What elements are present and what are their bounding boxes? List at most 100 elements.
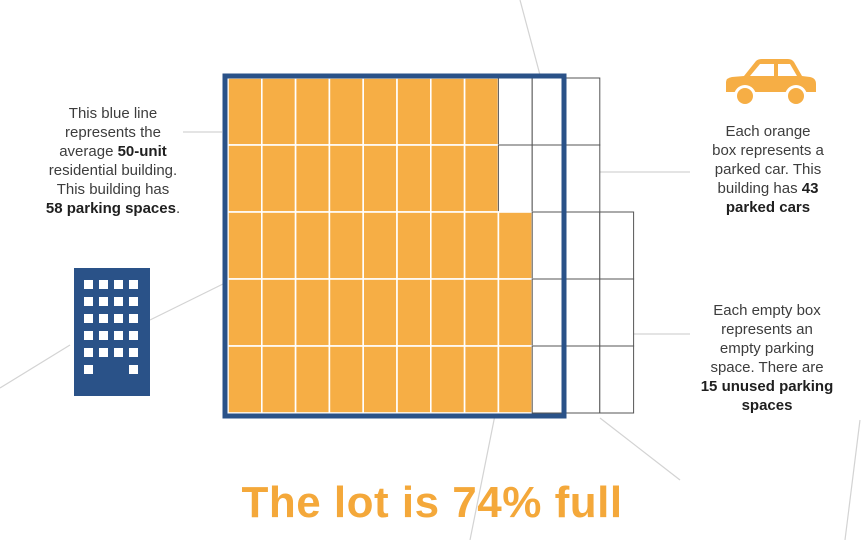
note-bold-text: 43 xyxy=(801,180,819,197)
parked-car-box xyxy=(362,211,398,280)
parked-car-box xyxy=(396,77,432,146)
building-window xyxy=(84,314,93,323)
note-text: building has xyxy=(717,180,802,197)
parked-car-box xyxy=(362,345,398,414)
empty-box-note: Each empty box represents an empty parki… xyxy=(672,301,862,415)
empty-space-box xyxy=(531,211,567,280)
building-window xyxy=(84,280,93,289)
building-window xyxy=(84,331,93,340)
bg-line xyxy=(599,417,681,481)
blue-line-note: This blue line represents the average 50… xyxy=(18,104,208,218)
note-line: box represents a xyxy=(712,142,824,159)
parked-car-box xyxy=(362,77,398,146)
parked-car-box xyxy=(260,345,297,414)
empty-space-box xyxy=(565,211,601,280)
note-bold-text: spaces xyxy=(741,397,793,414)
building-window xyxy=(129,297,138,306)
building-window xyxy=(99,280,108,289)
parked-car-box xyxy=(294,77,331,146)
building-window xyxy=(129,365,138,374)
building-window xyxy=(99,297,108,306)
parked-car-box xyxy=(294,345,331,414)
parked-car-box xyxy=(260,211,297,280)
empty-space-box xyxy=(599,211,635,280)
parked-car-box xyxy=(497,211,533,280)
building-window xyxy=(114,280,123,289)
parked-car-box xyxy=(328,345,364,414)
parked-car-box xyxy=(227,345,263,414)
parked-car-box xyxy=(294,144,331,213)
parked-car-box xyxy=(328,211,364,280)
parked-car-box xyxy=(463,144,500,213)
note-line: spaces xyxy=(672,396,862,415)
parked-car-box xyxy=(429,77,466,146)
parked-car-box xyxy=(396,278,432,347)
building-window xyxy=(114,297,123,306)
parked-car-box xyxy=(362,278,398,347)
orange-box-note: Each orange box represents a parked car.… xyxy=(678,122,858,217)
blue-building-outline xyxy=(222,73,567,419)
note-bold-text: 58 parking spaces xyxy=(45,200,176,217)
building-window xyxy=(84,297,93,306)
note-line: building has 43 xyxy=(678,179,858,198)
building-window xyxy=(114,331,123,340)
parked-car-box xyxy=(294,211,331,280)
empty-space-box xyxy=(497,77,533,146)
note-bold-text: 50-unit xyxy=(117,143,167,160)
parked-car-box xyxy=(429,211,466,280)
empty-space-box xyxy=(531,144,567,213)
note-bold-text: 15 unused parking xyxy=(700,378,834,395)
parked-car-box xyxy=(294,278,331,347)
empty-space-box xyxy=(599,345,635,414)
building-window xyxy=(99,314,108,323)
parked-car-box xyxy=(260,278,297,347)
empty-space-box xyxy=(565,278,601,347)
parked-car-box xyxy=(429,345,466,414)
parked-car-box xyxy=(396,211,432,280)
note-line: parked cars xyxy=(678,198,858,217)
apartment-building-icon xyxy=(74,268,150,396)
car-icon xyxy=(726,59,816,107)
note-text: . xyxy=(175,200,181,217)
parking-cells xyxy=(227,77,635,414)
building-window xyxy=(129,348,138,357)
empty-space-box xyxy=(565,77,601,146)
note-line: 58 parking spaces. xyxy=(18,199,208,218)
note-line: represents an xyxy=(721,321,813,338)
parked-car-box xyxy=(463,278,500,347)
parked-car-box xyxy=(497,278,533,347)
parked-car-box xyxy=(497,345,533,414)
parked-car-box xyxy=(396,144,432,213)
bg-line xyxy=(0,344,71,389)
note-line: This building has xyxy=(56,181,170,198)
parked-car-box xyxy=(463,211,500,280)
parked-car-box xyxy=(362,144,398,213)
parked-car-box xyxy=(463,345,500,414)
parked-car-box xyxy=(429,144,466,213)
parked-car-box xyxy=(396,345,432,414)
note-line: parked car. This xyxy=(714,161,822,178)
parked-car-box xyxy=(328,77,364,146)
parked-car-box xyxy=(328,278,364,347)
note-line: space. There are xyxy=(710,359,824,376)
building-window xyxy=(84,365,93,374)
note-line: Each orange xyxy=(725,123,811,140)
bg-line xyxy=(844,419,861,540)
empty-space-box xyxy=(599,278,635,347)
bg-line xyxy=(149,282,226,321)
parked-car-box xyxy=(463,77,500,146)
note-line: Each empty box xyxy=(713,302,821,319)
building-window xyxy=(99,331,108,340)
note-text: average xyxy=(59,143,118,160)
parked-car-box xyxy=(328,144,364,213)
note-bold-text: parked cars xyxy=(725,199,811,216)
building-window xyxy=(129,280,138,289)
building-window xyxy=(114,348,123,357)
empty-space-box xyxy=(531,278,567,347)
note-line: residential building. xyxy=(48,162,178,179)
note-line: This blue line xyxy=(68,105,158,122)
empty-space-box xyxy=(497,144,533,213)
note-line: empty parking xyxy=(719,340,815,357)
